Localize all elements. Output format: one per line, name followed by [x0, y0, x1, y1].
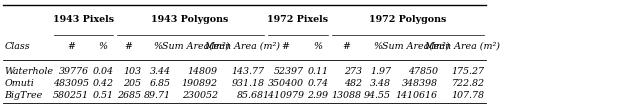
Text: 1943 Pixels: 1943 Pixels: [52, 15, 114, 24]
Text: 2685: 2685: [118, 91, 141, 100]
Text: Mean Area (m²): Mean Area (m²): [424, 42, 500, 51]
Text: 2.99: 2.99: [307, 91, 328, 100]
Text: 483095: 483095: [53, 79, 89, 88]
Text: Omuti: Omuti: [4, 79, 34, 88]
Text: Mean Area (m²): Mean Area (m²): [204, 42, 280, 51]
Text: 273: 273: [344, 67, 362, 76]
Text: 190892: 190892: [182, 79, 218, 88]
Text: 0.04: 0.04: [92, 67, 113, 76]
Text: Waterhole: Waterhole: [4, 67, 54, 76]
Text: 175.27: 175.27: [451, 67, 484, 76]
Text: 0.11: 0.11: [307, 67, 328, 76]
Text: 3.44: 3.44: [150, 67, 171, 76]
Text: 94.55: 94.55: [364, 91, 391, 100]
Text: 103: 103: [124, 67, 141, 76]
Text: 0.74: 0.74: [307, 79, 328, 88]
Text: %: %: [153, 42, 162, 51]
Text: 39776: 39776: [59, 67, 89, 76]
Text: 85.68: 85.68: [237, 91, 264, 100]
Text: 931.18: 931.18: [231, 79, 264, 88]
Text: 1972 Pixels: 1972 Pixels: [267, 15, 328, 24]
Text: #: #: [67, 42, 75, 51]
Text: #: #: [342, 42, 350, 51]
Text: 1943 Polygons: 1943 Polygons: [152, 15, 228, 24]
Text: 1410979: 1410979: [262, 91, 304, 100]
Text: 350400: 350400: [268, 79, 304, 88]
Text: 0.42: 0.42: [92, 79, 113, 88]
Text: 89.71: 89.71: [144, 91, 171, 100]
Text: %: %: [373, 42, 382, 51]
Text: 0.51: 0.51: [92, 91, 113, 100]
Text: 722.82: 722.82: [451, 79, 484, 88]
Text: 1.97: 1.97: [370, 67, 391, 76]
Text: 3.48: 3.48: [370, 79, 391, 88]
Text: #: #: [282, 42, 289, 51]
Text: Class: Class: [4, 42, 30, 51]
Text: #: #: [125, 42, 132, 51]
Text: 143.77: 143.77: [231, 67, 264, 76]
Text: 47850: 47850: [408, 67, 438, 76]
Text: 482: 482: [344, 79, 362, 88]
Text: 107.78: 107.78: [451, 91, 484, 100]
Text: 230052: 230052: [182, 91, 218, 100]
Text: BigTree: BigTree: [4, 91, 43, 100]
Text: 13088: 13088: [332, 91, 362, 100]
Text: 14809: 14809: [188, 67, 218, 76]
Text: 1410616: 1410616: [396, 91, 438, 100]
Text: Sum Area(m²): Sum Area(m²): [162, 42, 229, 51]
Text: 205: 205: [124, 79, 141, 88]
Text: %: %: [98, 42, 107, 51]
Text: 6.85: 6.85: [150, 79, 171, 88]
Text: 580251: 580251: [53, 91, 89, 100]
Text: %: %: [313, 42, 322, 51]
Text: 1972 Polygons: 1972 Polygons: [369, 15, 446, 24]
Text: Sum Area(m²): Sum Area(m²): [382, 42, 449, 51]
Text: 52397: 52397: [274, 67, 304, 76]
Text: 348398: 348398: [402, 79, 438, 88]
